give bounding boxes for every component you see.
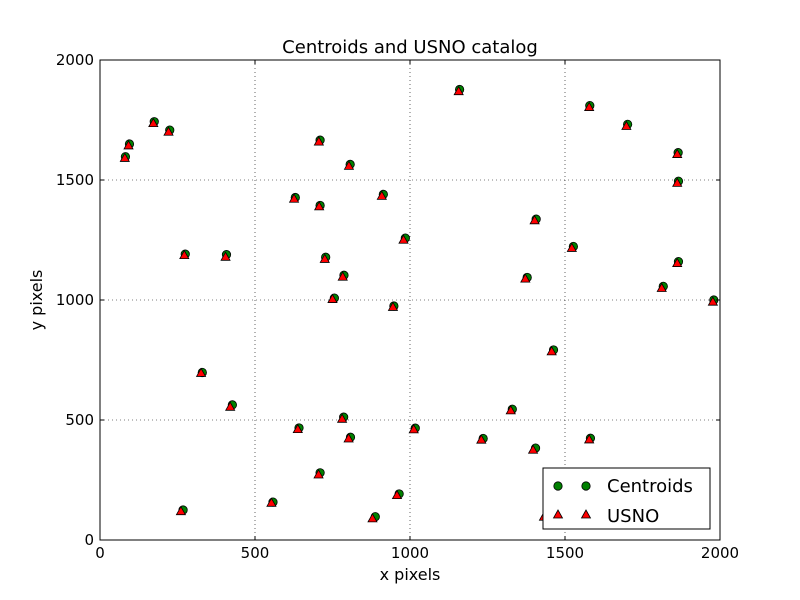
usno-point xyxy=(292,423,303,434)
usno-point xyxy=(505,405,516,415)
usno-point xyxy=(163,126,174,136)
usno-point xyxy=(453,85,464,96)
usno-point xyxy=(527,444,539,454)
legend-centroids-marker xyxy=(553,481,563,491)
usno-point xyxy=(175,505,187,516)
legend-box xyxy=(542,467,711,530)
usno-point xyxy=(148,117,159,128)
legend-usno-marker xyxy=(552,509,564,519)
series-usno xyxy=(119,85,719,523)
y-tick-label: 500 xyxy=(65,411,94,429)
usno-point xyxy=(656,282,667,292)
usno-point xyxy=(343,433,354,443)
x-tick-label: 500 xyxy=(241,544,270,562)
usno-point xyxy=(337,271,348,281)
usno-point xyxy=(119,152,130,162)
usno-point xyxy=(376,190,387,200)
usno-point xyxy=(123,140,134,150)
data-points xyxy=(119,84,719,523)
usno-point xyxy=(367,513,378,523)
legend-usno-label: USNO xyxy=(607,506,659,527)
chart-title: Centroids and USNO catalog xyxy=(282,37,538,58)
y-axis-label: y pixels xyxy=(27,270,46,331)
y-tick-label: 1500 xyxy=(56,171,94,189)
usno-point xyxy=(313,201,325,211)
usno-point xyxy=(220,251,231,261)
legend-centroids-marker xyxy=(581,481,591,491)
x-tick-label: 2000 xyxy=(701,544,739,562)
x-tick-label: 1500 xyxy=(546,544,584,562)
usno-point xyxy=(336,413,348,423)
usno-point xyxy=(319,253,330,263)
legend-centroids-label: Centroids xyxy=(607,476,693,497)
usno-point xyxy=(408,424,419,434)
legend: Centroids USNO xyxy=(542,467,711,530)
usno-point xyxy=(391,489,403,500)
legend-usno-marker xyxy=(580,509,592,519)
usno-point xyxy=(195,367,207,377)
axis-ticks: 0 500 1000 1500 2000 0 500 1000 1500 2000 xyxy=(56,51,739,562)
usno-point xyxy=(327,293,338,303)
usno-point xyxy=(343,160,355,170)
usno-point xyxy=(313,136,325,146)
usno-point xyxy=(583,101,595,111)
usno-point xyxy=(266,497,277,507)
usno-point xyxy=(225,401,236,411)
usno-point xyxy=(621,120,632,130)
usno-point xyxy=(288,193,300,203)
usno-point xyxy=(387,301,399,311)
usno-point xyxy=(583,434,595,444)
x-tick-label: 1000 xyxy=(391,544,429,562)
usno-point xyxy=(566,242,578,252)
x-tick-label: 0 xyxy=(95,544,105,562)
usno-point xyxy=(707,296,719,306)
usno-point xyxy=(476,434,487,444)
y-tick-label: 0 xyxy=(84,531,94,549)
usno-point xyxy=(546,346,557,356)
usno-point xyxy=(672,148,683,158)
usno-point xyxy=(529,215,540,225)
grid xyxy=(100,60,720,540)
usno-point xyxy=(672,257,683,267)
usno-point xyxy=(672,177,683,187)
y-tick-label: 1000 xyxy=(56,291,94,309)
x-axis-label: x pixels xyxy=(380,565,441,584)
y-tick-label: 2000 xyxy=(56,51,94,69)
usno-point xyxy=(179,249,190,260)
usno-point xyxy=(520,273,531,283)
usno-point xyxy=(398,234,409,244)
usno-point xyxy=(313,469,324,479)
